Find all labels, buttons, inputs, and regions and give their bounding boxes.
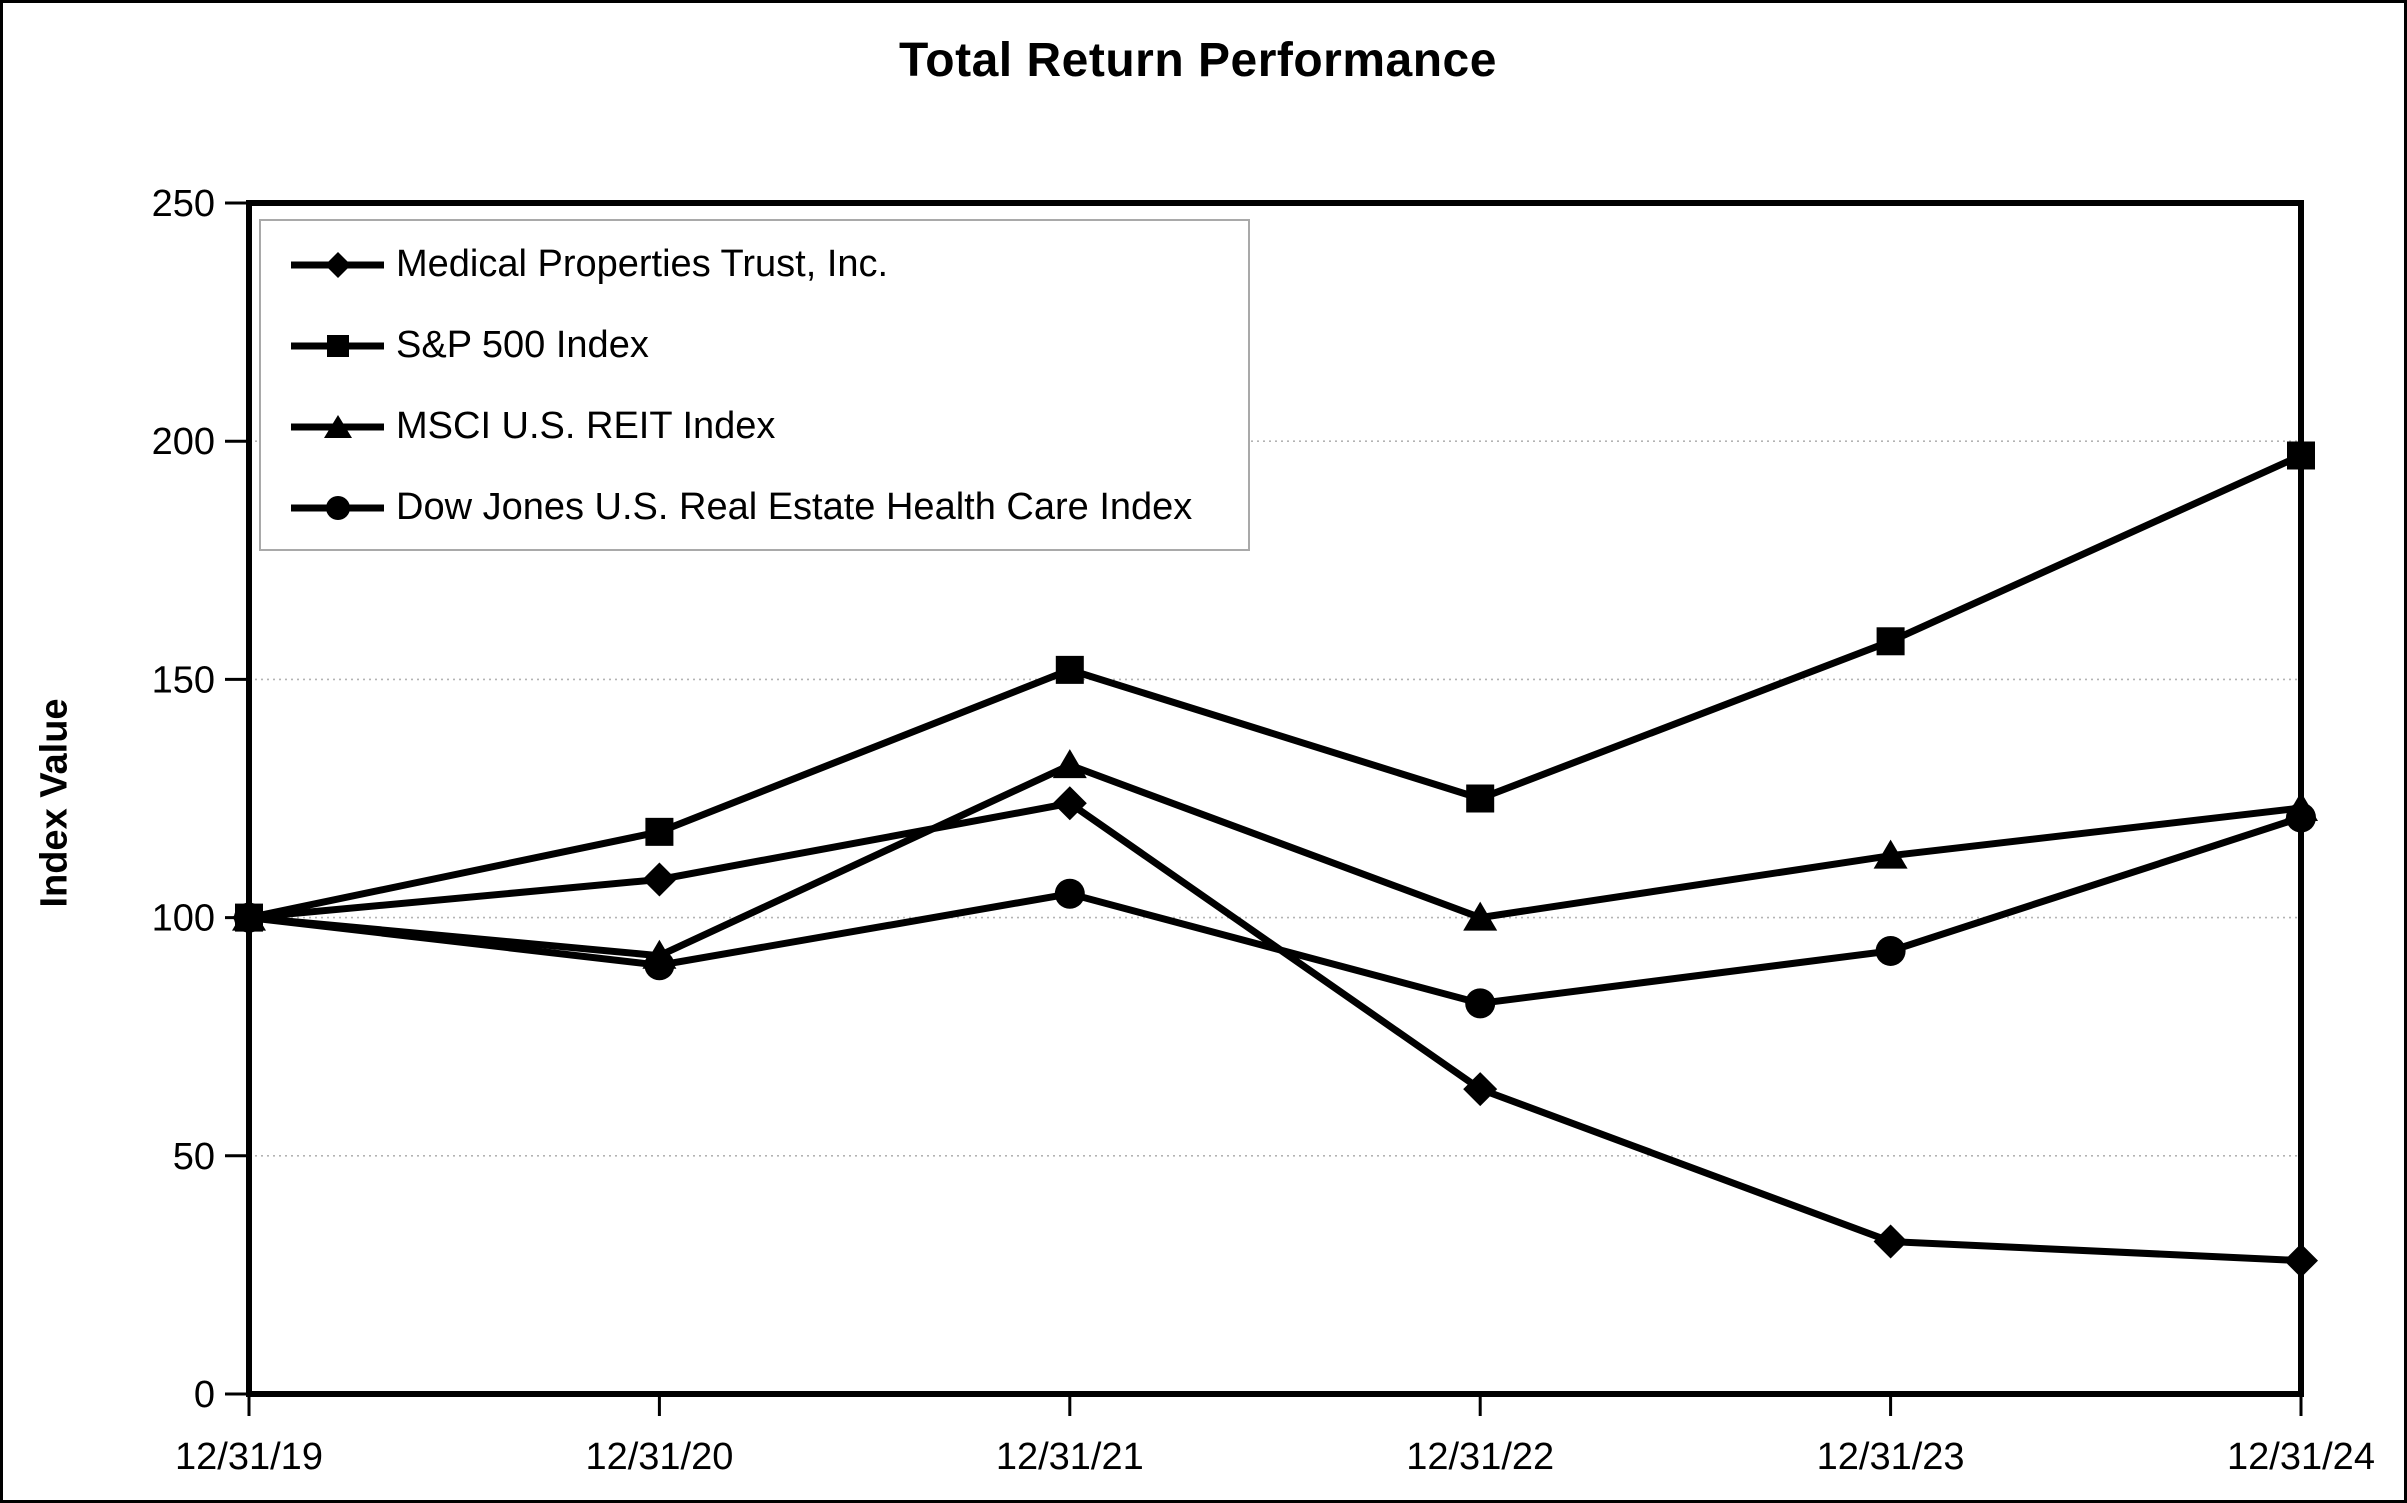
legend-item-msci-us-reit-index: MSCI U.S. REIT Index xyxy=(291,386,1248,467)
triangle-marker xyxy=(1463,901,1498,931)
y-tick-label: 150 xyxy=(152,659,215,701)
x-tick-label: 12/31/19 xyxy=(175,1436,323,1478)
diamond-marker xyxy=(1873,1224,1908,1259)
legend-item-medical-properties-trust: Medical Properties Trust, Inc. xyxy=(291,224,1248,305)
y-tick-label: 200 xyxy=(152,421,215,463)
square-marker xyxy=(1876,627,1905,656)
diamond-marker xyxy=(2284,1243,2318,1278)
x-tick-label: 12/31/20 xyxy=(585,1436,733,1478)
diamond-marker xyxy=(1052,786,1087,821)
y-tick-label: 0 xyxy=(194,1374,215,1416)
square-marker xyxy=(1466,784,1495,813)
diamond-marker-icon xyxy=(291,251,384,278)
circle-marker xyxy=(1054,878,1085,909)
diamond-marker xyxy=(642,862,677,897)
x-tick-label: 12/31/21 xyxy=(996,1436,1144,1478)
series-line-diamond xyxy=(248,799,2302,1265)
square-marker xyxy=(645,817,674,846)
square-marker xyxy=(1055,655,1084,684)
legend-label: MSCI U.S. REIT Index xyxy=(396,405,776,447)
triangle-marker-icon xyxy=(291,414,384,438)
square-marker xyxy=(2287,441,2315,470)
triangle-marker xyxy=(2284,792,2318,822)
x-tick-label: 12/31/23 xyxy=(1817,1436,1965,1478)
legend-item-sp-500-index: S&P 500 Index xyxy=(291,305,1248,386)
triangle-marker xyxy=(642,939,677,969)
y-tick-label: 250 xyxy=(152,183,215,225)
triangle-marker xyxy=(1052,749,1087,779)
chart-title: Total Return Performance xyxy=(899,34,1497,87)
circle-marker xyxy=(1465,988,1496,1019)
chart-legend: Medical Properties Trust, Inc. S&P 500 I… xyxy=(259,219,1250,551)
y-tick-label: 100 xyxy=(152,898,215,940)
diamond-marker xyxy=(1463,1072,1498,1107)
legend-label: Medical Properties Trust, Inc. xyxy=(396,243,889,285)
y-tick-label: 50 xyxy=(173,1136,215,1178)
chart-plot-area: 0 50 100 150 200 250 12/31/19 12/31/20 12/31/21 1… xyxy=(152,183,2375,1478)
x-tick-label: 12/31/24 xyxy=(2227,1436,2375,1478)
legend-label: Dow Jones U.S. Real Estate Health Care I… xyxy=(396,486,1193,528)
series-line-square xyxy=(248,452,2303,922)
legend-item-dow-jones-us-real-estate-health-care-index: Dow Jones U.S. Real Estate Health Care I… xyxy=(291,467,1248,548)
x-tick-label: 12/31/22 xyxy=(1406,1436,1554,1478)
triangle-marker xyxy=(1873,839,1908,869)
circle-marker xyxy=(1875,935,1906,966)
series-line-triangle xyxy=(248,761,2302,960)
diamond-marker xyxy=(232,900,266,935)
circle-marker-icon xyxy=(291,495,384,520)
square-marker-icon xyxy=(291,334,384,357)
legend-label: S&P 500 Index xyxy=(396,324,649,366)
